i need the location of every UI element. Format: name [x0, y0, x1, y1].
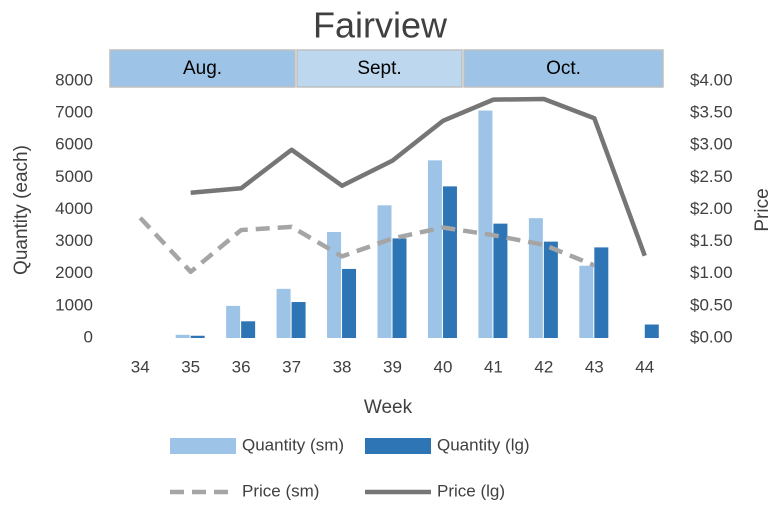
x-tick-label: 38 [333, 357, 352, 376]
price-line [190, 96, 647, 257]
bar [327, 231, 342, 338]
y2-tick-label: $2.50 [690, 167, 733, 186]
bar [241, 321, 256, 338]
month-band [296, 49, 463, 88]
y2-tick-label: $0.50 [690, 295, 733, 314]
bar [594, 247, 609, 338]
y2-tick-label: $1.50 [690, 231, 733, 250]
x-tick-label: 37 [282, 357, 301, 376]
x-tick-label: 39 [383, 357, 402, 376]
bar [175, 334, 190, 338]
y2-tick-label: $0.00 [690, 327, 733, 346]
y2-tick-label: $3.50 [690, 103, 733, 122]
x-tick-label: 41 [484, 357, 503, 376]
x-tick-label: 42 [534, 357, 553, 376]
y-tick-label: 1000 [55, 295, 93, 314]
y-tick-label: 5000 [55, 167, 93, 186]
bar [493, 223, 508, 338]
bar [579, 265, 594, 338]
legend-label: Price (sm) [242, 481, 319, 500]
bar [377, 205, 392, 338]
bar [427, 160, 442, 338]
bar [644, 324, 659, 338]
x-tick-label: 40 [433, 357, 452, 376]
y2-tick-label: $3.00 [690, 135, 733, 154]
bar [478, 110, 493, 339]
bar [392, 238, 407, 338]
price-line [138, 216, 596, 275]
bar [276, 288, 291, 338]
month-label: Aug. [183, 58, 222, 79]
y-tick-label: 6000 [55, 135, 93, 154]
bar [226, 305, 241, 338]
x-tick-label: 34 [131, 357, 150, 376]
month-band [463, 49, 664, 88]
month-band [109, 49, 296, 88]
legend-label: Quantity (sm) [242, 435, 344, 454]
y2-axis-label: Price [752, 188, 773, 231]
y-tick-label: 2000 [55, 263, 93, 282]
x-axis-label: Week [364, 397, 413, 418]
y-tick-label: 3000 [55, 231, 93, 250]
bar [342, 268, 357, 338]
x-tick-label: 35 [181, 357, 200, 376]
month-label: Sept. [357, 58, 401, 79]
y2-tick-label: $1.00 [690, 263, 733, 282]
bar [190, 335, 205, 338]
legend-label: Quantity (lg) [437, 435, 530, 454]
bar [543, 241, 558, 338]
y-tick-label: 4000 [55, 199, 93, 218]
legend-swatch [365, 438, 431, 454]
bar [442, 186, 457, 338]
x-tick-label: 44 [635, 357, 654, 376]
bar [291, 302, 306, 338]
chart-title: Fairview [313, 5, 448, 46]
y2-tick-label: $2.00 [690, 199, 733, 218]
y-tick-label: 0 [84, 327, 93, 346]
legend-label: Price (lg) [437, 481, 505, 500]
y-tick-label: 8000 [55, 70, 93, 89]
month-label: Oct. [546, 58, 581, 79]
legend-swatch [170, 438, 236, 454]
x-tick-label: 43 [585, 357, 604, 376]
y-axis-label: Quantity (each) [11, 145, 32, 275]
y2-tick-label: $4.00 [690, 70, 733, 89]
bar [528, 218, 543, 338]
x-tick-label: 36 [232, 357, 251, 376]
y-tick-label: 7000 [55, 103, 93, 122]
